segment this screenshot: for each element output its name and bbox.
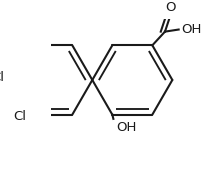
Text: OH: OH	[181, 23, 201, 36]
Text: OH: OH	[116, 121, 137, 134]
Text: O: O	[165, 1, 175, 14]
Text: Cl: Cl	[0, 71, 4, 84]
Text: Cl: Cl	[13, 110, 26, 123]
